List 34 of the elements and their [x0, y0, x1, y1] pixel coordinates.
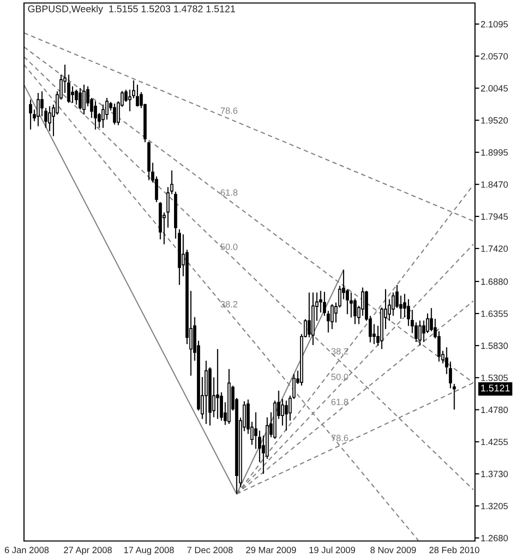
x-tick-label: 19 Jul 2009 — [309, 546, 356, 554]
text: 1.5121 — [481, 384, 510, 392]
chart-title: GBPUSD,Weekly 1.5155 1.5203 1.4782 1.5121 — [28, 5, 236, 14]
x-tick-label: 29 Mar 2009 — [246, 546, 296, 554]
y-tick-label: 1.5305 — [481, 374, 508, 382]
annotation: 61.8 — [220, 189, 238, 196]
x-tick-label: 27 Apr 2008 — [64, 546, 112, 555]
annotation: 78.6 — [220, 107, 238, 114]
y-tick-label: 1.4780 — [481, 406, 508, 414]
x-tick-label: 7 Dec 2008 — [187, 546, 233, 554]
annotation: 38.2 — [331, 348, 348, 354]
x-tick-label: 8 Nov 2009 — [370, 546, 416, 554]
y-tick-label: 1.8470 — [481, 181, 508, 188]
y-tick-label: 1.6355 — [481, 310, 508, 317]
y-tick-label: 1.5830 — [481, 342, 508, 349]
annotation: 38.2 — [220, 301, 238, 308]
y-tick-label: 2.1095 — [481, 21, 508, 28]
x-tick-label: 6 Jan 2008 — [4, 546, 49, 554]
annotation: 50.0 — [331, 374, 348, 380]
x-tick-label: 17 Aug 2008 — [124, 546, 174, 555]
y-tick-label: 1.3730 — [481, 470, 508, 478]
y-tick-label: 1.3205 — [481, 502, 508, 510]
y-tick-label: 2.0570 — [481, 53, 508, 60]
y-tick-label: 1.4255 — [481, 438, 508, 446]
y-tick-label: 2.0045 — [481, 85, 508, 92]
y-tick-label: 1.7945 — [481, 213, 508, 220]
y-tick-label: 1.2680 — [481, 534, 508, 542]
y-tick-label: 1.8995 — [481, 149, 508, 156]
y-tick-label: 1.9520 — [481, 117, 508, 124]
x-tick-label: 28 Feb 2010 — [429, 546, 480, 554]
annotation: 61.8 — [331, 398, 348, 406]
annotation: 78.6 — [331, 434, 348, 442]
y-tick-label: 1.6880 — [481, 278, 508, 285]
y-tick-label: 1.7420 — [481, 245, 508, 252]
